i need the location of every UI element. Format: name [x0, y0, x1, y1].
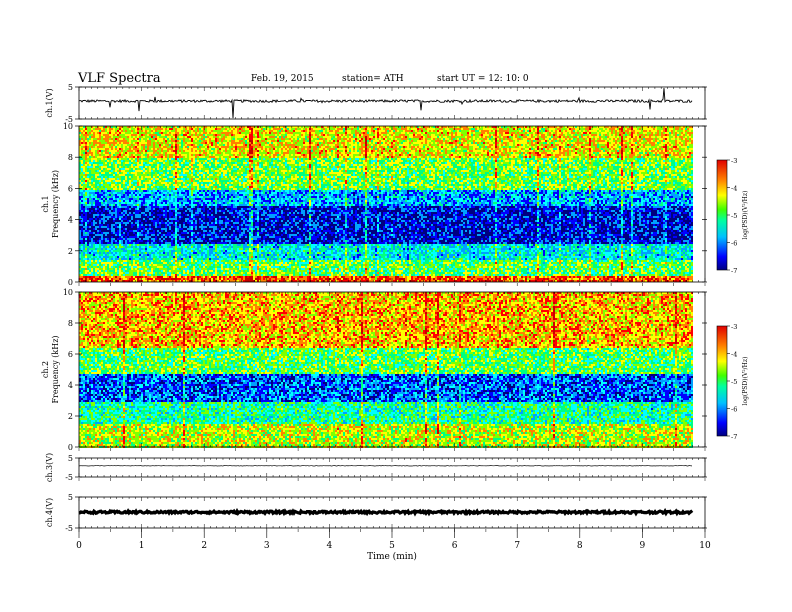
x-tick-label: 6 — [452, 541, 458, 551]
x-tick-label: 1 — [139, 541, 145, 551]
colorbar-tick-label: -5 — [731, 378, 737, 386]
y-tick-label: 0 — [68, 278, 73, 287]
colorbar-tick-label: -7 — [731, 433, 737, 441]
x-tick-label: 0 — [76, 541, 82, 551]
y-tick-label: -5 — [65, 524, 73, 533]
plot-svg: 5 -5 ch.1(V) -3 -4 -5 -6 -7 log(PSD)(V²/Hz) 0 2 4 6 8… — [0, 0, 792, 612]
y-tick-label: 4 — [68, 216, 73, 225]
ch2-spectrogram-colorbar — [717, 326, 727, 436]
y-tick-label: 4 — [68, 381, 73, 390]
ch4-waveform-trace — [79, 511, 692, 513]
y-tick-label: 0 — [68, 443, 73, 452]
ch1-waveform-trace — [79, 88, 692, 118]
y-tick-label: 8 — [68, 319, 73, 328]
ch1-spectrogram-ylabel: Frequency (kHz) — [51, 170, 60, 238]
x-tick-label: 5 — [389, 541, 395, 551]
y-tick-label: 5 — [68, 83, 73, 92]
y-tick-label: 10 — [63, 288, 73, 297]
y-tick-label: 5 — [68, 493, 73, 502]
ch1-waveform-frame — [79, 87, 705, 119]
ch4-waveform-ylabel: ch.4(V) — [45, 498, 54, 527]
ch1-waveform-ylabel: ch.1(V) — [45, 88, 54, 117]
x-tick-label: 9 — [640, 541, 646, 551]
colorbar-tick-label: -3 — [731, 157, 737, 165]
y-tick-label: 2 — [68, 412, 73, 421]
colorbar-tick-label: -7 — [731, 267, 737, 275]
ch1-spectrogram-ylabel: ch.1 — [41, 195, 50, 212]
x-tick-label: 3 — [264, 541, 270, 551]
x-tick-label: 10 — [699, 541, 711, 551]
ch2-spectrogram-ylabel: ch.2 — [41, 361, 50, 378]
colorbar-tick-label: -4 — [731, 351, 737, 359]
y-tick-label: -5 — [65, 473, 73, 482]
y-tick-label: 2 — [68, 247, 73, 256]
ch2-spectrogram-ylabel: Frequency (kHz) — [51, 335, 60, 403]
colorbar-tick-label: -3 — [731, 323, 737, 331]
ch2-spectrogram-colorbar-label: log(PSD)(V²/Hz) — [742, 357, 749, 406]
x-tick-label: 4 — [327, 541, 333, 551]
ch2-spectrogram-cells — [79, 292, 693, 448]
x-tick-label: 7 — [514, 541, 520, 551]
vlf-figure: VLF Spectra Feb. 19, 2015 station= ATH s… — [0, 0, 792, 612]
colorbar-tick-label: -4 — [731, 185, 737, 193]
y-tick-label: 8 — [68, 153, 73, 162]
x-tick-label: 2 — [201, 541, 207, 551]
ch1-spectrogram-cells — [79, 126, 693, 282]
x-tick-label: 8 — [577, 541, 583, 551]
x-axis-label: Time (min) — [367, 551, 417, 562]
ch1-spectrogram-colorbar — [717, 160, 727, 270]
y-tick-label: 5 — [68, 454, 73, 463]
y-tick-label: 6 — [68, 350, 73, 359]
y-tick-label: 10 — [63, 122, 73, 131]
colorbar-tick-label: -6 — [731, 240, 737, 248]
colorbar-tick-label: -5 — [731, 212, 737, 220]
ch1-spectrogram-colorbar-label: log(PSD)(V²/Hz) — [742, 191, 749, 240]
y-tick-label: 6 — [68, 184, 73, 193]
colorbar-tick-label: -6 — [731, 406, 737, 414]
ch3-waveform-ylabel: ch.3(V) — [45, 453, 54, 482]
